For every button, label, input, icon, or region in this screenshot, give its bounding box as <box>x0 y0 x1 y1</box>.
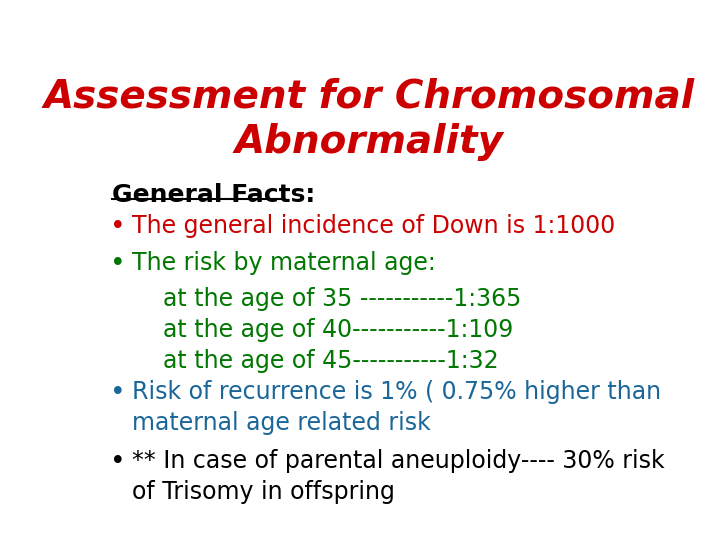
Text: at the age of 40-----------1:109: at the age of 40-----------1:109 <box>163 318 513 342</box>
Text: •: • <box>109 251 125 276</box>
Text: •: • <box>109 380 125 407</box>
Text: •: • <box>109 214 125 240</box>
Text: General Facts:: General Facts: <box>112 183 315 207</box>
Text: The risk by maternal age:: The risk by maternal age: <box>132 251 436 275</box>
Text: Risk of recurrence is 1% ( 0.75% higher than
maternal age related risk: Risk of recurrence is 1% ( 0.75% higher … <box>132 380 661 435</box>
Text: ** In case of parental aneuploidy---- 30% risk
of Trisomy in offspring: ** In case of parental aneuploidy---- 30… <box>132 449 665 504</box>
Text: The general incidence of Down is 1:1000: The general incidence of Down is 1:1000 <box>132 214 615 239</box>
Text: Assessment for Chromosomal
Abnormality: Assessment for Chromosomal Abnormality <box>43 77 695 161</box>
Text: •: • <box>109 449 125 475</box>
Text: at the age of 35 -----------1:365: at the age of 35 -----------1:365 <box>163 287 521 311</box>
Text: at the age of 45-----------1:32: at the age of 45-----------1:32 <box>163 349 498 373</box>
